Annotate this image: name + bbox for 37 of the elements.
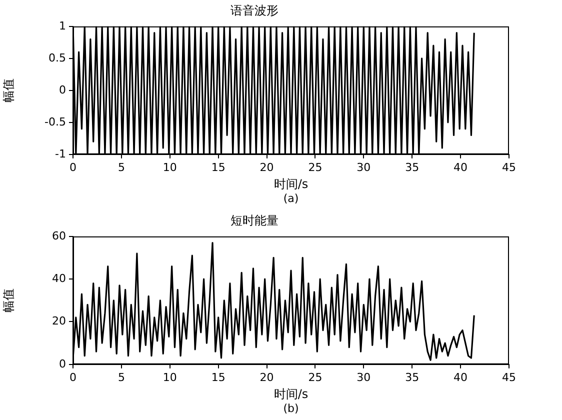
text: (b) [282, 402, 300, 416]
x-tick-label: 10 [162, 160, 177, 174]
x-tick-label: 35 [405, 160, 420, 174]
x-tick-label: 20 [260, 370, 274, 384]
x-tick-label: 5 [118, 160, 125, 174]
x-tick-label: 20 [260, 160, 274, 174]
x-tick-label: 15 [211, 160, 226, 174]
x-tick-label: 25 [308, 370, 322, 384]
y-tick-label: 0 [59, 83, 66, 96]
y-tick-label: 60 [52, 229, 66, 242]
text: (a) [282, 192, 300, 206]
x-axis-title: 时间/s [274, 176, 308, 191]
x-tick-label: 0 [70, 370, 76, 384]
x-tick-label: 40 [454, 160, 468, 174]
x-tick-label: 25 [308, 160, 322, 174]
chart-title: 短时能量 [230, 213, 278, 228]
x-tick-label: 45 [502, 370, 516, 384]
y-tick-label: 1 [59, 19, 66, 32]
y-axis-title: 幅值 [1, 78, 16, 102]
y-tick-label: 0 [59, 357, 66, 370]
x-tick-label: 40 [454, 370, 468, 384]
y-tick-label: 40 [52, 272, 66, 285]
y-tick-label: 20 [52, 314, 66, 328]
x-tick-label: 45 [502, 160, 516, 174]
x-tick-label: 30 [356, 370, 371, 384]
chart-title: 语音波形 [230, 3, 278, 18]
y-tick-label: -1 [55, 147, 66, 160]
x-tick-label: 10 [162, 370, 177, 384]
y-tick-label: -0.5 [44, 115, 66, 128]
y-axis-title: 幅值 [1, 288, 16, 312]
x-tick-label: 30 [356, 160, 371, 174]
x-axis-title: 时间/s [274, 386, 308, 401]
x-tick-label: 15 [211, 370, 226, 384]
y-tick-label: 0.5 [48, 51, 66, 64]
x-tick-label: 35 [405, 370, 420, 384]
x-tick-label: 0 [70, 160, 76, 174]
x-tick-label: 5 [118, 370, 125, 384]
